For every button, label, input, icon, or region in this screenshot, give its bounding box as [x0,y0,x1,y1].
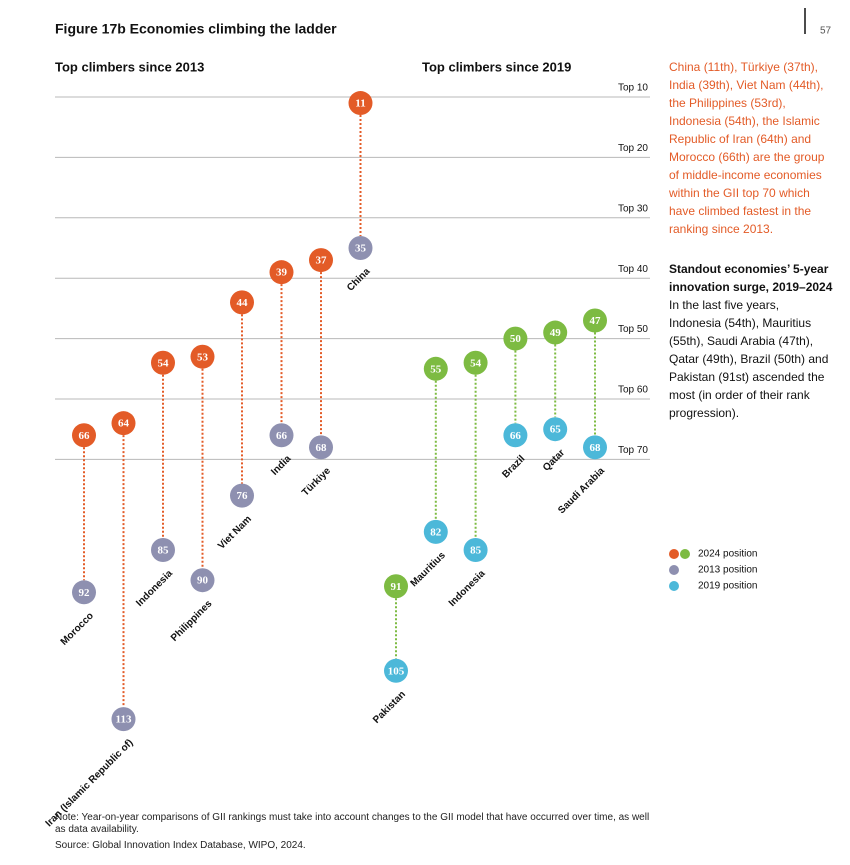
category-label: Philippines [169,598,215,644]
rank-dot [111,411,136,436]
y-tick-label: Top 30 [618,203,648,214]
rank-label: 50 [510,333,522,345]
rank-label: 37 [316,255,328,267]
rank-dot [348,91,373,116]
rank-dot [269,260,294,285]
rank-dot [543,417,568,442]
rank-dot [463,350,488,375]
y-tick-label: Top 20 [618,143,648,154]
y-tick-label: Top 50 [618,324,648,335]
y-tick-label: Top 10 [618,83,648,94]
rank-dot [309,435,333,460]
rank-label: 68 [590,442,602,454]
rank-label: 85 [158,545,170,557]
rank-dot [503,423,528,448]
category-label: Saudi Arabia [556,465,607,516]
legend-label: 2013 position [698,565,758,576]
rank-dot [384,658,408,683]
legend-swatch [669,581,679,591]
y-tick-label: Top 60 [618,385,648,396]
rank-label: 105 [388,665,405,677]
rank-dot [543,320,568,345]
category-label: Viet Nam [216,514,254,552]
y-tick-label: Top 40 [618,264,648,275]
rank-dot [269,423,294,448]
rank-dot [423,356,448,381]
rank-label: 92 [79,587,91,599]
category-label: Indonesia [134,568,175,609]
rank-label: 35 [355,243,367,255]
rank-label: 65 [550,424,562,436]
rank-dot [309,248,333,273]
panel-title: Top climbers since 2019 [422,59,571,74]
rank-dot [230,483,254,508]
legend-label: 2019 position [698,581,758,592]
rank-dot [151,538,175,562]
rank-dot [72,423,96,448]
rank-label: 54 [158,357,170,369]
y-tick-label: Top 70 [618,445,648,456]
category-label: India [269,453,294,478]
rank-label: 55 [430,363,442,375]
legend-swatch [669,549,679,559]
category-label: Morocco [59,610,96,647]
rank-label: 82 [430,526,442,538]
rank-label: 53 [197,351,209,363]
legend-swatch [680,549,690,559]
rank-label: 44 [237,297,249,309]
rank-dot [190,344,215,369]
rank-dot [583,308,607,333]
rank-label: 91 [391,581,402,593]
rank-dot [190,568,215,593]
rank-dot [423,519,448,544]
rank-label: 66 [276,430,288,442]
rank-dot [72,580,96,605]
category-label: China [345,266,373,294]
rank-dot [463,538,488,562]
panel-title: Top climbers since 2013 [55,59,204,74]
note: Note: Year-on-year comparisons of GII ra… [55,812,650,835]
rank-label: 85 [470,545,482,557]
source: Source: Global Innovation Index Database… [55,840,306,851]
rank-label: 90 [197,575,209,587]
category-label: Indonesia [447,568,488,609]
rank-dot [111,707,136,732]
legend-swatch [669,565,679,575]
rank-label: 54 [470,357,482,369]
sidebar-body: In the last five years, Indonesia (54th)… [669,298,829,420]
rank-label: 76 [237,490,249,502]
rank-dot [348,236,373,260]
page-number: 57 [820,26,832,37]
rank-label: 113 [116,714,132,726]
category-label: Pakistan [371,689,408,726]
category-label: Türkiye [300,465,333,498]
category-label: Mauritius [409,550,449,590]
rank-label: 64 [118,418,130,430]
rank-dot [230,290,254,315]
figure-title: Figure 17b Economies climbing the ladder [55,21,337,37]
rank-dot [384,574,408,599]
rank-label: 68 [316,442,328,454]
rank-label: 66 [510,430,522,442]
category-label: Brazil [500,453,527,480]
rank-dot [151,350,175,375]
rank-label: 47 [590,315,602,327]
rank-label: 49 [550,327,562,339]
legend-label: 2024 position [698,549,758,560]
rank-dot [583,435,607,460]
rank-dot [503,326,528,351]
sidebar-intro: China (11th), Türkiye (37th), India (39t… [669,60,825,236]
sidebar-heading: Standout economies’ 5-year innovation su… [669,262,833,294]
rank-label: 39 [276,267,288,279]
rank-label: 66 [79,430,91,442]
category-label: Qatar [541,447,567,473]
rank-label: 11 [355,98,365,110]
